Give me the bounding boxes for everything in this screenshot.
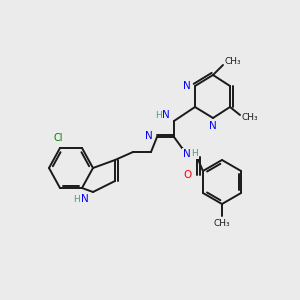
Text: CH₃: CH₃ xyxy=(242,112,258,122)
Text: CH₃: CH₃ xyxy=(225,56,241,65)
Text: N: N xyxy=(183,81,191,91)
Text: N: N xyxy=(81,194,89,204)
Text: H: H xyxy=(154,110,161,119)
Text: N: N xyxy=(183,149,191,159)
Text: H: H xyxy=(74,194,80,203)
Text: Cl: Cl xyxy=(53,133,63,143)
Text: N: N xyxy=(209,121,217,131)
Text: CH₃: CH₃ xyxy=(214,220,230,229)
Text: H: H xyxy=(192,149,198,158)
Text: N: N xyxy=(162,110,170,120)
Text: N: N xyxy=(145,131,153,141)
Text: O: O xyxy=(184,170,192,180)
